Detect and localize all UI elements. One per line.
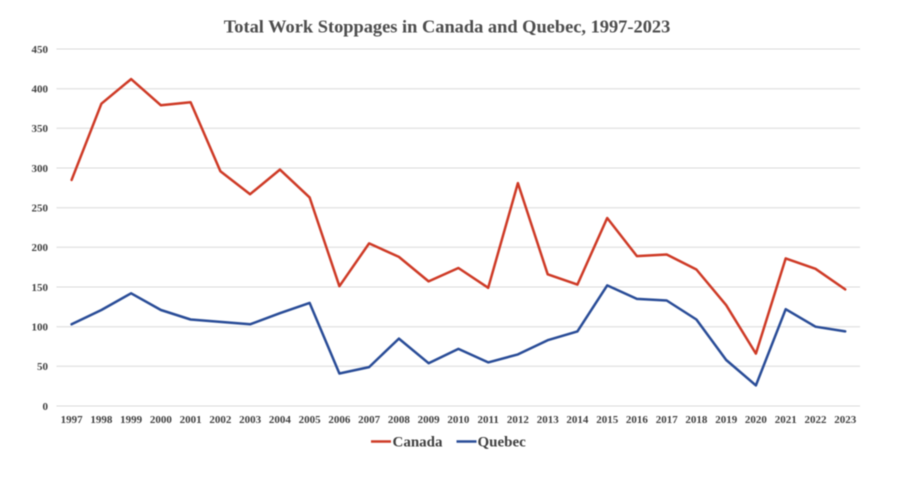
svg-text:2018: 2018	[685, 414, 708, 426]
svg-text:2022: 2022	[805, 414, 828, 426]
svg-text:0: 0	[43, 401, 49, 413]
svg-text:2004: 2004	[269, 414, 292, 426]
svg-text:1999: 1999	[120, 414, 143, 426]
svg-text:2009: 2009	[418, 414, 441, 426]
svg-text:2000: 2000	[150, 414, 173, 426]
svg-text:2023: 2023	[834, 414, 857, 426]
svg-text:2019: 2019	[715, 414, 738, 426]
svg-text:2020: 2020	[745, 414, 768, 426]
svg-text:2021: 2021	[775, 414, 797, 426]
svg-text:2016: 2016	[626, 414, 649, 426]
svg-text:2010: 2010	[447, 414, 470, 426]
svg-text:1997: 1997	[61, 414, 84, 426]
svg-text:200: 200	[32, 242, 49, 254]
svg-text:2006: 2006	[328, 414, 351, 426]
svg-text:2013: 2013	[537, 414, 560, 426]
svg-text:100: 100	[32, 322, 49, 334]
svg-text:2007: 2007	[358, 414, 381, 426]
svg-text:2001: 2001	[180, 414, 202, 426]
svg-text:50: 50	[37, 361, 49, 373]
svg-text:450: 450	[32, 44, 49, 56]
svg-text:Total Work Stoppages in Canada: Total Work Stoppages in Canada and Quebe…	[224, 17, 671, 37]
svg-text:350: 350	[32, 123, 49, 135]
svg-text:Quebec: Quebec	[478, 435, 527, 451]
svg-text:2017: 2017	[656, 414, 679, 426]
svg-text:2012: 2012	[507, 414, 530, 426]
svg-text:400: 400	[32, 84, 49, 96]
svg-text:2002: 2002	[209, 414, 232, 426]
svg-text:2005: 2005	[299, 414, 322, 426]
svg-text:1998: 1998	[90, 414, 113, 426]
svg-text:2015: 2015	[596, 414, 619, 426]
svg-text:150: 150	[32, 282, 49, 294]
svg-text:2003: 2003	[239, 414, 262, 426]
svg-text:2014: 2014	[566, 414, 589, 426]
svg-text:2011: 2011	[477, 414, 498, 426]
svg-text:2008: 2008	[388, 414, 411, 426]
svg-text:300: 300	[32, 163, 49, 175]
svg-text:Canada: Canada	[393, 435, 444, 451]
svg-text:250: 250	[32, 203, 49, 215]
